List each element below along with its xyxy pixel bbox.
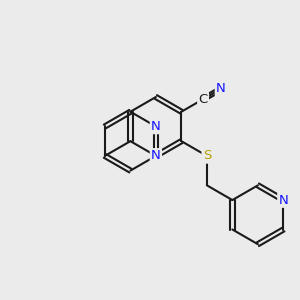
Text: N: N xyxy=(151,149,161,162)
Text: S: S xyxy=(203,149,211,162)
Text: C: C xyxy=(198,93,208,106)
Text: N: N xyxy=(216,82,226,95)
Text: N: N xyxy=(151,120,161,133)
Text: N: N xyxy=(278,194,288,207)
